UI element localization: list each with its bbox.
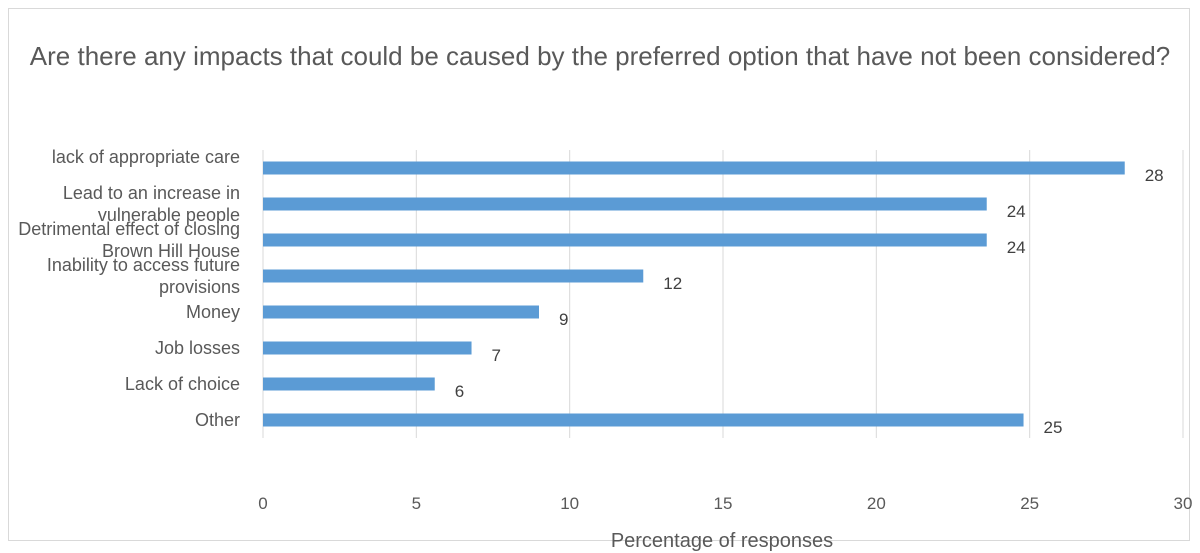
- data-label: 24: [1007, 202, 1026, 221]
- data-label: 24: [1007, 238, 1026, 257]
- x-tick-label: 5: [411, 494, 422, 513]
- category-label: lack of appropriate care: [51, 147, 240, 167]
- category-label: Other: [194, 410, 240, 430]
- data-label: 12: [663, 274, 682, 293]
- bar: [263, 377, 435, 391]
- category-label: Job losses: [154, 338, 240, 358]
- bar: [263, 161, 1125, 175]
- data-label: 28: [1145, 166, 1164, 185]
- x-tick-label: 0: [258, 494, 268, 513]
- x-tick-label: 10: [560, 494, 580, 513]
- data-label: 9: [559, 310, 568, 329]
- category-label: Detrimental effect of closing Brown Hill…: [18, 219, 240, 261]
- chart-title: Are there any impacts that could be caus…: [29, 41, 1171, 71]
- bar: [263, 269, 644, 283]
- x-tick-label: 15: [713, 494, 733, 513]
- bar: [263, 233, 987, 247]
- x-tick-label: 25: [1020, 494, 1040, 513]
- data-label: 6: [455, 382, 464, 401]
- bar: [263, 197, 987, 211]
- x-tick-label: 30: [1173, 494, 1193, 513]
- category-label: Lack of choice: [124, 374, 240, 394]
- bar: [263, 305, 539, 319]
- bar: [263, 341, 472, 355]
- bar: [263, 413, 1024, 427]
- category-label: Money: [185, 302, 240, 322]
- data-label: 25: [1044, 418, 1063, 437]
- x-axis-label: Percentage of responses: [610, 530, 834, 552]
- data-label: 7: [492, 346, 501, 365]
- x-tick-label: 20: [866, 494, 886, 513]
- category-label: Lead to an increase in vulnerable people: [62, 183, 240, 225]
- category-label: Inability to access future provisions: [46, 255, 240, 297]
